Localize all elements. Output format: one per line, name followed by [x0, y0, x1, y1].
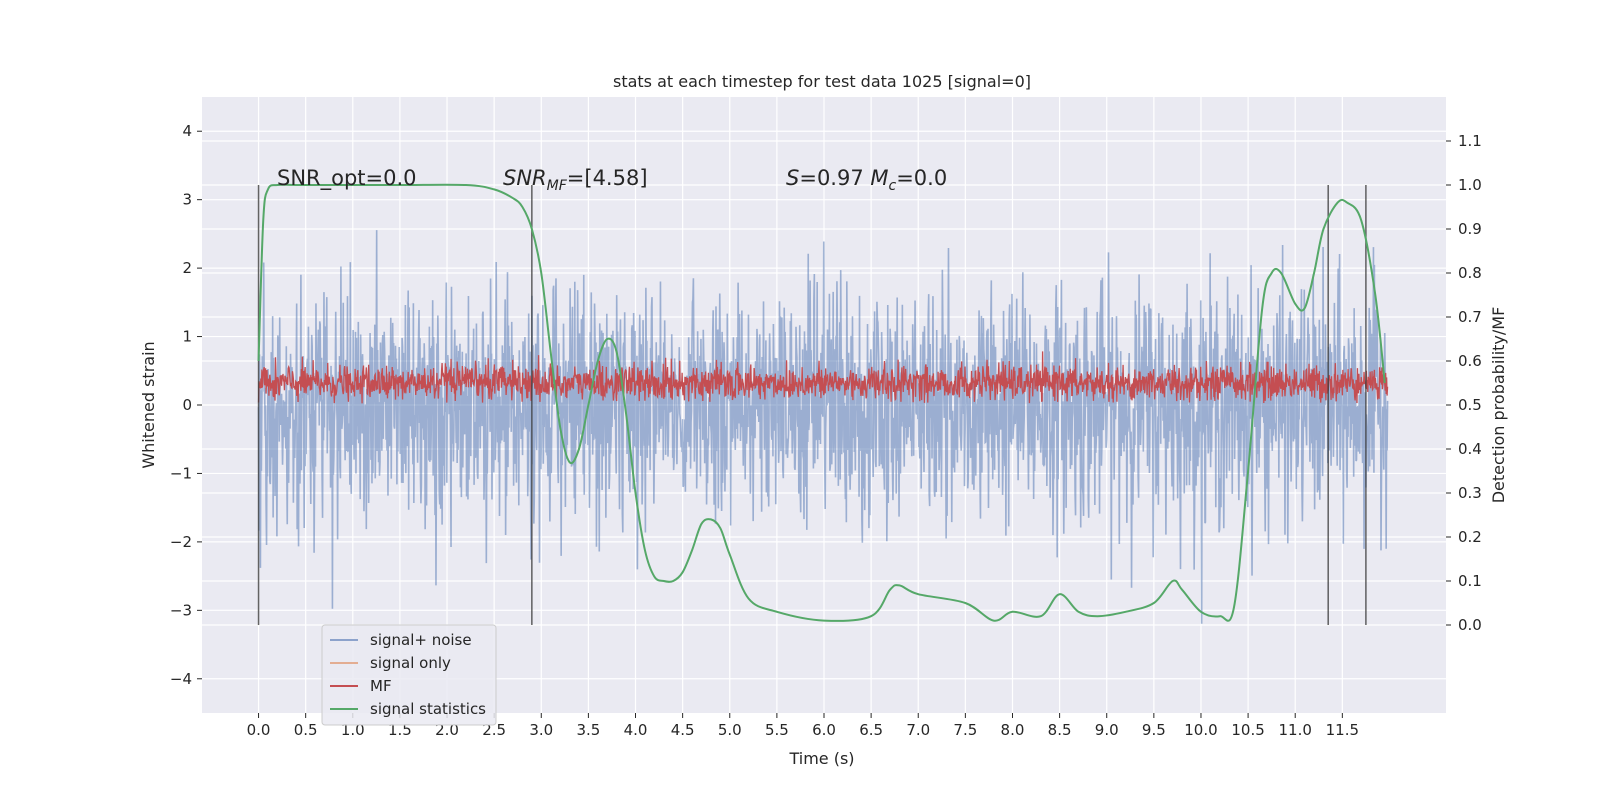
x-tick-label-23: 11.5 [1326, 721, 1359, 739]
yr-tick-label-2: 0.2 [1458, 528, 1482, 546]
x-tick-label-0: 0.0 [247, 721, 271, 739]
x-tick-label-21: 10.5 [1231, 721, 1264, 739]
yr-tick-label-1: 0.1 [1458, 572, 1482, 590]
series-mf-line [257, 351, 1389, 404]
annotation-snr-mf: SNRMF=[4.58] [503, 166, 648, 194]
series-signal-plus-noise [257, 230, 1389, 624]
annotation-s-mc: S=0.97 Mc=0.0 [786, 166, 947, 194]
annotation-snr-opt: SNR_opt=0.0 [277, 166, 417, 191]
x-tick-label-16: 8.0 [1001, 721, 1025, 739]
yr-tick-label-6: 0.6 [1458, 352, 1482, 370]
x-axis-label: Time (s) [788, 749, 854, 768]
yl-tick-label-7: 3 [182, 191, 192, 209]
yl-tick-label-3: −1 [170, 464, 192, 482]
yr-tick-label-4: 0.4 [1458, 440, 1482, 458]
yr-tick-label-9: 0.9 [1458, 220, 1482, 238]
series-signal-statistics-line [257, 183, 1386, 622]
legend-label-signal-plus-noise: signal+ noise [370, 631, 472, 649]
series-signal-plus-noise-line [257, 230, 1389, 624]
x-tick-label-6: 3.0 [529, 721, 553, 739]
yl-tick-label-6: 2 [182, 259, 192, 277]
x-tick-label-10: 5.0 [718, 721, 742, 739]
series-signal-statistics [257, 183, 1386, 622]
x-tick-label-1: 0.5 [294, 721, 318, 739]
chart-title: stats at each timestep for test data 102… [613, 72, 1031, 91]
x-tick-label-11: 5.5 [765, 721, 789, 739]
legend-label-signal-statistics: signal statistics [370, 700, 486, 718]
yl-tick-label-8: 4 [182, 122, 192, 140]
yr-tick-label-11: 1.1 [1458, 132, 1482, 150]
x-tick-label-13: 6.5 [859, 721, 883, 739]
yr-tick-label-3: 0.3 [1458, 484, 1482, 502]
legend-label-mf: MF [370, 677, 392, 695]
legend: signal+ noise signal only MF signal stat… [321, 624, 497, 726]
yr-tick-label-7: 0.7 [1458, 308, 1482, 326]
x-tick-label-19: 9.5 [1142, 721, 1166, 739]
x-tick-label-14: 7.0 [906, 721, 930, 739]
x-tick-label-22: 11.0 [1279, 721, 1312, 739]
x-tick-label-9: 4.5 [671, 721, 695, 739]
y-axis-right-ticks: 0.0 0.1 0.2 0.3 0.4 0.5 0.6 0.7 0.8 0.9 1.0 1.1 [1446, 132, 1482, 634]
yl-tick-label-1: −3 [170, 601, 192, 619]
yl-tick-label-4: 0 [182, 396, 192, 414]
y-axis-left-ticks: −4 −3 −2 −1 0 1 2 3 4 [170, 122, 202, 688]
legend-box [321, 624, 497, 726]
yr-tick-label-10: 1.0 [1458, 176, 1482, 194]
vertical-markers [257, 185, 1367, 625]
x-tick-label-20: 10.0 [1184, 721, 1217, 739]
x-axis-ticks: 0.0 0.5 1.0 1.5 2.0 2.5 3.0 3.5 4.0 4.5 5.0 5.5 6.0 6… [247, 713, 1359, 739]
legend-label-signal-only: signal only [370, 654, 451, 672]
x-tick-label-18: 9.0 [1095, 721, 1119, 739]
yr-tick-label-0: 0.0 [1458, 616, 1482, 634]
x-tick-label-17: 8.5 [1048, 721, 1072, 739]
x-tick-label-12: 6.0 [812, 721, 836, 739]
gridlines [202, 97, 1446, 713]
yr-tick-label-5: 0.5 [1458, 396, 1482, 414]
yl-tick-label-5: 1 [182, 328, 192, 346]
series-mf [257, 351, 1389, 404]
x-tick-label-15: 7.5 [953, 721, 977, 739]
y-axis-left-label: Whitened strain [139, 341, 158, 468]
y-axis-right-label: Detection probability/MF [1489, 307, 1508, 504]
x-tick-label-7: 3.5 [576, 721, 600, 739]
x-tick-label-8: 4.0 [624, 721, 648, 739]
yr-tick-label-8: 0.8 [1458, 264, 1482, 282]
yl-tick-label-2: −2 [170, 533, 192, 551]
yl-tick-label-0: −4 [170, 670, 192, 688]
